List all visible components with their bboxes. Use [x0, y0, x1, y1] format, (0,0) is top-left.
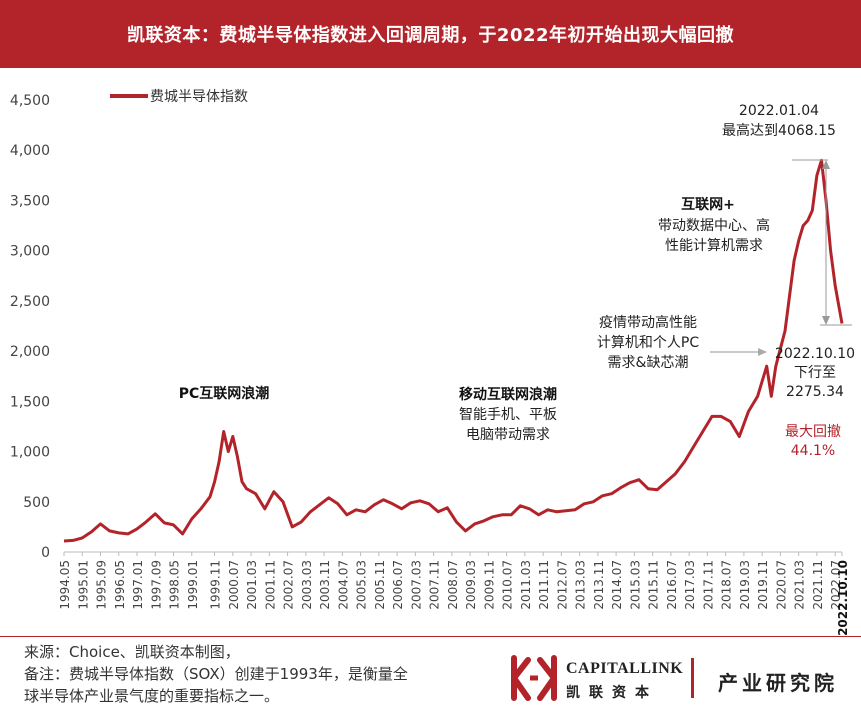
y-tick-label: 0 — [41, 545, 50, 561]
y-tick-label: 2,500 — [10, 294, 50, 310]
annotation-drawdown-value: 44.1% — [791, 443, 835, 459]
x-tick-label: 2020.07 — [774, 560, 788, 610]
footer-divider — [0, 636, 861, 637]
x-tick-label: 2007.03 — [409, 560, 423, 610]
annotation-pandemic-line1: 疫情带动高性能 — [599, 314, 697, 331]
x-tick-label: 2008.07 — [446, 560, 460, 610]
series-line-sox — [63, 158, 844, 543]
drawdown-arrow-head-top — [822, 160, 830, 169]
y-tick-label: 4,000 — [10, 143, 50, 159]
y-tick-label: 500 — [23, 495, 50, 511]
x-tick-label: 2009.03 — [464, 560, 478, 610]
drawdown-arrow-head-bottom — [822, 316, 830, 325]
x-tick-label: 1997.01 — [131, 560, 145, 610]
x-tick-label: 2003.03 — [300, 560, 314, 610]
x-tick-label: 2011.03 — [519, 560, 533, 610]
logo-separator — [691, 658, 694, 698]
x-tick-label: 2019.03 — [738, 560, 752, 610]
logo-cn: 凯联资本 — [566, 685, 658, 701]
x-tick-label: 2002.07 — [282, 560, 296, 610]
chart-title: 凯联资本：费城半导体指数进入回调周期，于2022年初开始出现大幅回撤 — [126, 25, 735, 46]
annotation-mobile-wave-line2: 电脑带动需求 — [466, 427, 550, 443]
x-tick-label: 2016.07 — [665, 560, 679, 610]
y-axis: 0 500 1,000 1,500 2,000 2,500 3,000 3,500 4,000 4… — [10, 93, 50, 561]
y-tick-label: 3,500 — [10, 193, 50, 209]
x-tick-label: 1995.09 — [95, 560, 109, 610]
x-tick-label: 2011.11 — [537, 560, 551, 610]
annotation-internet-plus-title: 互联网+ — [681, 197, 735, 213]
x-tick-label: 2006.07 — [391, 560, 405, 610]
x-axis: 1994.05 1995.01 1995.09 1996.05 1997.01 1997.… — [58, 552, 850, 636]
x-tick-label: 2001.11 — [263, 560, 277, 610]
x-tick-label: 2022.10.10 — [836, 560, 850, 636]
x-tick-label: 2013.11 — [592, 560, 606, 610]
x-tick-label: 2017.11 — [701, 560, 715, 610]
x-tick-label: 2014.07 — [610, 560, 624, 610]
x-tick-label: 2021.11 — [811, 560, 825, 610]
x-tick-label: 1996.05 — [113, 560, 127, 610]
annotation-mobile-wave-line1: 智能手机、平板 — [459, 407, 557, 423]
x-tick-label: 2001.03 — [245, 560, 259, 610]
annotation-current-text: 下行至 — [794, 365, 836, 381]
x-tick-label: 1999.01 — [186, 560, 200, 610]
x-tick-label: 2013.03 — [574, 560, 588, 610]
annotation-current-value: 2275.34 — [786, 384, 844, 400]
x-tick-label: 2010.07 — [501, 560, 515, 610]
annotation-internet-plus-line1: 带动数据中心、高 — [658, 217, 770, 234]
x-tick-label: 1998.05 — [168, 560, 182, 610]
annotation-internet-plus-line2: 性能计算机需求 — [665, 238, 763, 254]
footer-notes: 来源：Choice、凯联资本制图， 备注：费城半导体指数（SOX）创建于1993… — [24, 641, 494, 707]
annotation-peak-date: 2022.01.04 — [739, 103, 819, 119]
x-tick-label: 2005.11 — [373, 560, 387, 610]
x-tick-label: 1994.05 — [58, 560, 72, 610]
x-tick-label: 2021.03 — [793, 560, 807, 610]
logo-institute: 产业研究院 — [718, 671, 838, 695]
logo-name: CAPITALLINK — [566, 660, 684, 677]
x-tick-label: 2009.11 — [482, 560, 496, 610]
y-tick-label: 1,000 — [10, 445, 50, 461]
logo-mark-icon — [511, 655, 557, 701]
annotation-current-date: 2022.10.10 — [775, 346, 855, 362]
x-tick-label: 1995.01 — [76, 560, 90, 610]
annotation-pc-wave: PC互联网浪潮 — [179, 385, 270, 402]
series-layer — [63, 158, 844, 543]
annotation-peak-text: 最高达到4068.15 — [722, 122, 836, 139]
x-tick-label: 2012.07 — [555, 560, 569, 610]
x-tick-label: 2007.11 — [428, 560, 442, 610]
x-tick-label: 2018.07 — [720, 560, 734, 610]
y-tick-label: 2,000 — [10, 344, 50, 360]
annotation-drawdown-label: 最大回撤 — [785, 424, 841, 440]
x-tick-label: 2000.07 — [227, 560, 241, 610]
x-tick-label: 2017.03 — [683, 560, 697, 610]
x-tick-label: 2015.11 — [647, 560, 661, 610]
capitallink-logo: CAPITALLINK 凯联资本 产业研究院 — [506, 650, 846, 706]
y-tick-label: 3,000 — [10, 244, 50, 260]
legend: 费城半导体指数 — [110, 89, 248, 105]
y-tick-label: 4,500 — [10, 93, 50, 109]
footer-source: 来源：Choice、凯联资本制图， — [24, 643, 240, 661]
annotation-mobile-wave-title: 移动互联网浪潮 — [459, 386, 557, 403]
y-tick-label: 1,500 — [10, 394, 50, 410]
x-tick-label: 2005.03 — [355, 560, 369, 610]
x-tick-label: 2004.07 — [336, 560, 350, 610]
footer-note-line2: 球半导体产业景气度的重要指标之一。 — [24, 687, 280, 705]
pandemic-arrow-head — [758, 348, 767, 356]
footer-note-line1: 备注：费城半导体指数（SOX）创建于1993年，是衡量全 — [24, 665, 408, 683]
x-tick-label: 1997.09 — [149, 560, 163, 610]
annotation-pandemic-line3: 需求&缺芯潮 — [608, 355, 689, 371]
title-bar: 凯联资本：费城半导体指数进入回调周期，于2022年初开始出现大幅回撤 — [0, 0, 861, 68]
x-tick-label: 2003.11 — [318, 560, 332, 610]
x-tick-label: 1999.11 — [209, 560, 223, 610]
chart: 0 500 1,000 1,500 2,000 2,500 3,000 3,500 4,000 4… — [10, 89, 855, 636]
x-tick-label: 2022.07 — [829, 560, 843, 610]
annotation-pandemic-line2: 计算机和个人PC — [597, 335, 699, 351]
legend-label: 费城半导体指数 — [150, 89, 248, 105]
x-tick-label: 2015.03 — [628, 560, 642, 610]
x-tick-label: 2019.11 — [756, 560, 770, 610]
